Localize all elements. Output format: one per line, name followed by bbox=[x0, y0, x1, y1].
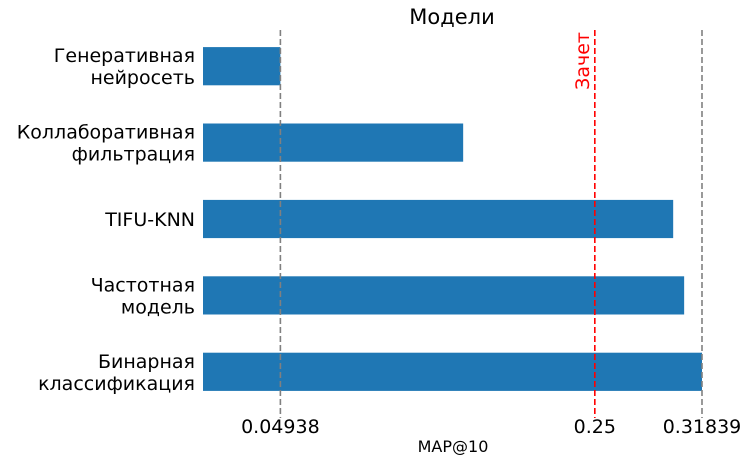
x-axis-label: MAP@10 bbox=[418, 437, 489, 456]
x-tick-label: 0.31839 bbox=[663, 416, 742, 438]
bar bbox=[203, 199, 674, 239]
chart-title: Модели bbox=[409, 5, 494, 29]
bar bbox=[203, 276, 685, 315]
x-tick-labels-group: 0.04938 0.25 0.31839 bbox=[241, 416, 741, 438]
bar bbox=[203, 352, 702, 391]
category-label: Бинарная классификация bbox=[38, 351, 195, 395]
x-tick-label: 0.04938 bbox=[241, 416, 320, 438]
reference-line-label: Зачет bbox=[572, 32, 594, 90]
bar bbox=[203, 47, 281, 86]
category-labels-group: Генеративная нейросеть Коллаборативная филь… bbox=[17, 45, 195, 395]
bar bbox=[203, 123, 464, 162]
category-label: Генеративная нейросеть bbox=[54, 45, 195, 89]
bars-group bbox=[203, 47, 702, 391]
category-label: Коллаборативная фильтрация bbox=[17, 122, 195, 166]
category-label: TIFU-KNN bbox=[104, 209, 195, 231]
reference-lines-group: Зачет bbox=[279, 30, 703, 418]
category-label: Частотная модель bbox=[91, 274, 195, 318]
x-tick-label: 0.25 bbox=[574, 416, 616, 438]
